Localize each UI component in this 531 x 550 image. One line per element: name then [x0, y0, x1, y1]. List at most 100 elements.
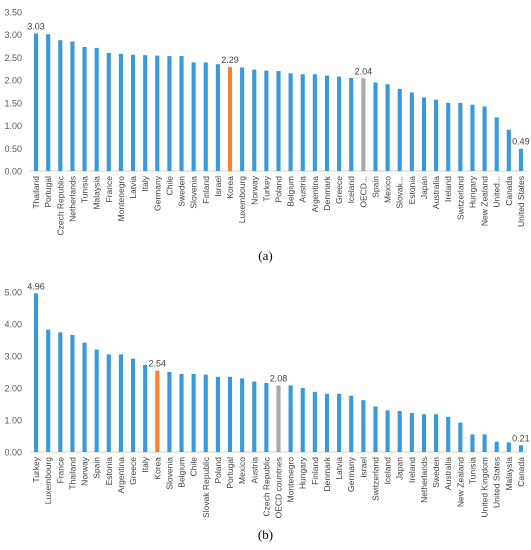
x-tick-label: United Kingdom — [480, 457, 490, 517]
bar-portugal — [227, 376, 233, 452]
x-tick-label: Chile — [164, 176, 174, 196]
x-tick-label: Slovak Republic — [201, 456, 211, 518]
bar-switzerland — [458, 102, 463, 171]
x-tick-label: Poland — [213, 457, 223, 484]
x-tick-label: Argentina — [310, 176, 320, 213]
bar-czech-republic — [264, 382, 269, 452]
bar-iceland — [349, 77, 354, 171]
x-tick-label: Italy — [140, 175, 150, 191]
bar-france — [58, 332, 63, 452]
caption-a: (a) — [258, 248, 273, 263]
x-tick-label: United... — [492, 176, 502, 208]
bar-chile — [167, 56, 172, 171]
bar-mexico — [385, 84, 390, 171]
bar-united-states — [494, 441, 499, 452]
bar-finland — [203, 62, 208, 171]
x-tick-label: Canada — [504, 176, 514, 206]
data-label: 3.03 — [27, 21, 45, 31]
bar-montenegro — [118, 53, 123, 172]
bar-belgium — [179, 373, 184, 452]
x-tick-label: Belgium — [286, 176, 296, 207]
x-tick-label: United States — [492, 457, 502, 508]
x-tick-label: Australia — [443, 457, 453, 490]
x-tick-label: Greece — [334, 176, 344, 204]
bar-italy — [143, 55, 148, 171]
y-tick-label: 2.00 — [4, 76, 22, 86]
bar-thailand — [34, 33, 39, 172]
y-tick-label: 3.50 — [4, 8, 22, 18]
y-tick-label: 2.00 — [4, 384, 22, 394]
bar-france — [106, 52, 111, 172]
x-tick-label: Hungary — [298, 456, 308, 489]
bar-norway — [82, 342, 87, 452]
y-tick-label: 1.00 — [4, 121, 22, 131]
bar-japan — [421, 97, 427, 171]
bar-united — [494, 117, 499, 171]
x-tick-label: Montenegro — [286, 457, 296, 503]
bar-poland — [276, 71, 281, 171]
bar-switzerland — [373, 406, 378, 452]
x-tick-label: Luxembourg — [237, 176, 247, 224]
bar-hungary — [470, 104, 475, 171]
x-tick-label: France — [55, 457, 65, 484]
x-tick-label: Argentina — [116, 457, 126, 494]
x-tick-label: Spain — [92, 457, 102, 479]
x-tick-label: United States — [516, 176, 526, 227]
x-tick-label: Chile — [189, 457, 199, 477]
bar-hungary — [300, 388, 305, 452]
y-tick-label: 2.50 — [4, 53, 22, 63]
x-tick-label: Japan — [395, 457, 405, 480]
x-tick-label: Canada — [516, 457, 526, 487]
bar-netherlands — [70, 41, 75, 172]
bar-israel — [215, 64, 220, 171]
x-tick-label: Latvia — [334, 457, 344, 480]
bar-spain — [94, 349, 99, 452]
x-tick-label: Norway — [249, 175, 259, 205]
bar-latvia — [337, 393, 342, 452]
chart-a: 0.00 0.50 1.00 1.50 2.00 2.50 3.00 3.50 Thailand… — [4, 8, 530, 236]
y-tick-label: 0.00 — [4, 448, 22, 458]
bar-canada — [506, 129, 511, 171]
bar-finland — [312, 391, 317, 452]
data-label: 0.49 — [512, 137, 530, 147]
bar-sweden — [179, 56, 184, 171]
bar-denmark — [324, 393, 330, 452]
x-tick-label: Malaysia — [92, 176, 102, 210]
bar-israel — [361, 400, 366, 452]
x-tick-label: OECD countries — [274, 457, 284, 518]
x-tick-label: Switzerland — [370, 457, 380, 501]
x-tick-label: Czech Republic — [261, 456, 271, 516]
bar-australia — [434, 99, 439, 171]
bar-sweden — [434, 414, 439, 452]
x-tick-label: Finland — [201, 176, 211, 204]
bar-korea — [227, 66, 233, 171]
x-tick-label: Estonia — [407, 176, 417, 205]
y-tick-label: 1.50 — [4, 98, 22, 108]
bar-luxembourg — [46, 329, 51, 452]
x-tick-label: Belgium — [177, 457, 187, 488]
bar-turkey — [34, 293, 39, 452]
x-tick-label: Czech Republic — [55, 175, 65, 235]
data-label: 4.96 — [27, 281, 45, 291]
x-tick-label: Estonia — [104, 457, 114, 486]
chart-b: 0.00 1.00 2.00 3.00 4.00 5.00 Turkey 4.96 Luxemb… — [4, 281, 529, 518]
bar-new-zealand — [482, 106, 487, 171]
x-tick-label: Israel — [213, 176, 223, 197]
x-tick-label: Finland — [310, 457, 320, 485]
x-tick-label: Australia — [431, 176, 441, 209]
x-tick-label: Austria — [298, 176, 308, 203]
x-tick-label: Slovak... — [395, 176, 405, 209]
bar-united-states — [518, 148, 523, 171]
bar-slovak-republic — [203, 374, 208, 452]
y-tick-label: 0.00 — [4, 167, 22, 177]
bar-germany — [155, 55, 160, 171]
x-tick-label: Turkey — [31, 456, 41, 482]
x-tick-label: Italy — [140, 456, 150, 472]
bar-tunisia — [470, 434, 475, 452]
x-tick-label: Iceland — [346, 176, 356, 204]
bar-ireland — [446, 102, 451, 171]
x-tick-label: Norway — [80, 456, 90, 486]
bar-oecd-countries — [276, 385, 281, 452]
data-label: 2.04 — [355, 66, 373, 76]
x-tick-label: Iceland — [383, 457, 393, 485]
